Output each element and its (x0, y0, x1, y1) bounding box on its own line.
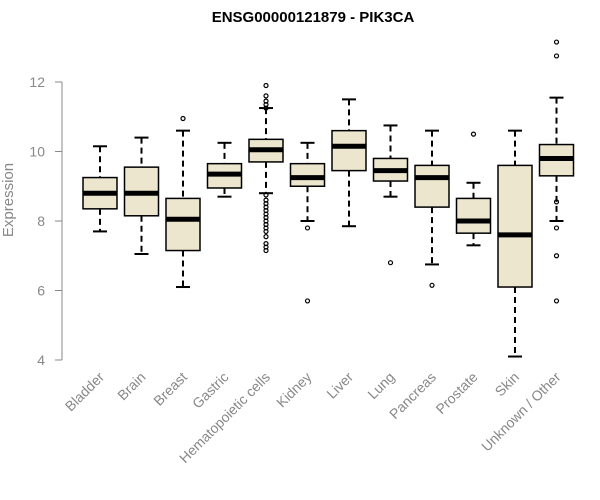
outlier-point (387, 260, 394, 266)
iqr-box (289, 162, 326, 188)
x-category-label: Skin (492, 369, 523, 400)
box-8 (414, 129, 450, 288)
boxes-group (82, 39, 575, 358)
outlier-point (263, 192, 269, 198)
outlier-point (553, 298, 560, 304)
box-11 (538, 39, 575, 304)
iqr-box (414, 164, 450, 208)
outlier-point (263, 228, 269, 235)
outlier-point (263, 82, 269, 89)
x-category-label: Lung (364, 369, 397, 402)
y-tick-label: 12 (29, 74, 45, 90)
outlier-point (553, 253, 560, 259)
outlier-point (263, 105, 269, 111)
box-7 (372, 124, 409, 266)
iqr-box (165, 197, 201, 252)
box-1 (123, 136, 160, 256)
x-category-label: Bladder (62, 369, 108, 415)
box-10 (497, 129, 533, 358)
x-category-label: Brain (114, 369, 148, 403)
y-tick-label: 6 (37, 283, 45, 299)
y-tick-label: 10 (29, 144, 45, 160)
box-5 (289, 141, 326, 304)
outlier-point (553, 39, 560, 45)
box-0 (82, 145, 118, 233)
x-category-label: Kidney (273, 369, 315, 411)
outlier-point (429, 282, 435, 288)
outlier-point (553, 225, 560, 231)
outlier-point (263, 93, 269, 99)
box-4 (248, 82, 284, 254)
x-category-label: Breast (150, 369, 190, 409)
y-tick-label: 8 (37, 213, 45, 229)
box-3 (206, 141, 243, 198)
outlier-point (304, 298, 311, 304)
box-2 (165, 115, 201, 289)
outlier-point (263, 247, 269, 254)
iqr-box (455, 197, 492, 234)
outlier-point (553, 199, 560, 205)
outlier-point (180, 115, 186, 122)
box-6 (331, 98, 367, 228)
x-category-label: Liver (323, 369, 356, 402)
y-tick-label: 4 (37, 352, 45, 368)
iqr-box (497, 164, 533, 288)
y-axis: 4 6 8 10 12 (29, 74, 63, 368)
iqr-box (331, 129, 367, 172)
outlier-point (304, 225, 311, 231)
x-category-label: Unknown / Other (478, 369, 564, 455)
box-9 (455, 131, 492, 247)
chart-title: ENSG00000121879 - PIK3CA (212, 9, 415, 26)
outlier-point (263, 234, 269, 240)
y-axis-label: Expression (0, 163, 17, 237)
x-category-label: Prostate (432, 369, 480, 417)
outlier-point (470, 131, 477, 137)
outlier-point (553, 53, 560, 59)
